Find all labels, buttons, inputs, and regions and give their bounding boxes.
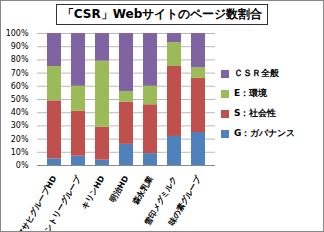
svg-text:20%: 20%	[11, 135, 29, 144]
svg-text:40%: 40%	[11, 108, 29, 117]
svg-text:80%: 80%	[11, 55, 29, 64]
html-text:E：環境: E：環境	[234, 88, 268, 98]
svg-text:明治HD: 明治HD	[108, 174, 131, 204]
svg-text:100%: 100%	[6, 29, 29, 38]
svg-text:90%: 90%	[11, 42, 29, 51]
html-text:ＣＳＲ全般: ＣＳＲ全般	[234, 68, 279, 78]
svg-text:キリンHD: キリンHD	[80, 174, 107, 211]
svg-text:60%: 60%	[11, 82, 29, 91]
svg-text:味の素グループ: 味の素グループ	[167, 173, 203, 227]
html-text:「CSR」Webサイトのページ数割合: 「CSR」Webサイトのページ数割合	[61, 7, 263, 21]
html-text:G：ガバナンス: G：ガバナンス	[234, 128, 296, 138]
svg-text:30%: 30%	[11, 121, 29, 130]
svg-text:森永乳業: 森永乳業	[129, 174, 154, 208]
svg-text:サントリーグループ: サントリーグループ	[39, 173, 83, 231]
svg-text:70%: 70%	[11, 69, 29, 78]
svg-text:10%: 10%	[11, 148, 29, 157]
svg-text:雪印メグミルク: 雪印メグミルク	[142, 174, 179, 228]
svg-text:0%: 0%	[16, 161, 29, 170]
svg-text:50%: 50%	[11, 95, 29, 104]
html-text:S：社会性: S：社会性	[234, 108, 277, 118]
